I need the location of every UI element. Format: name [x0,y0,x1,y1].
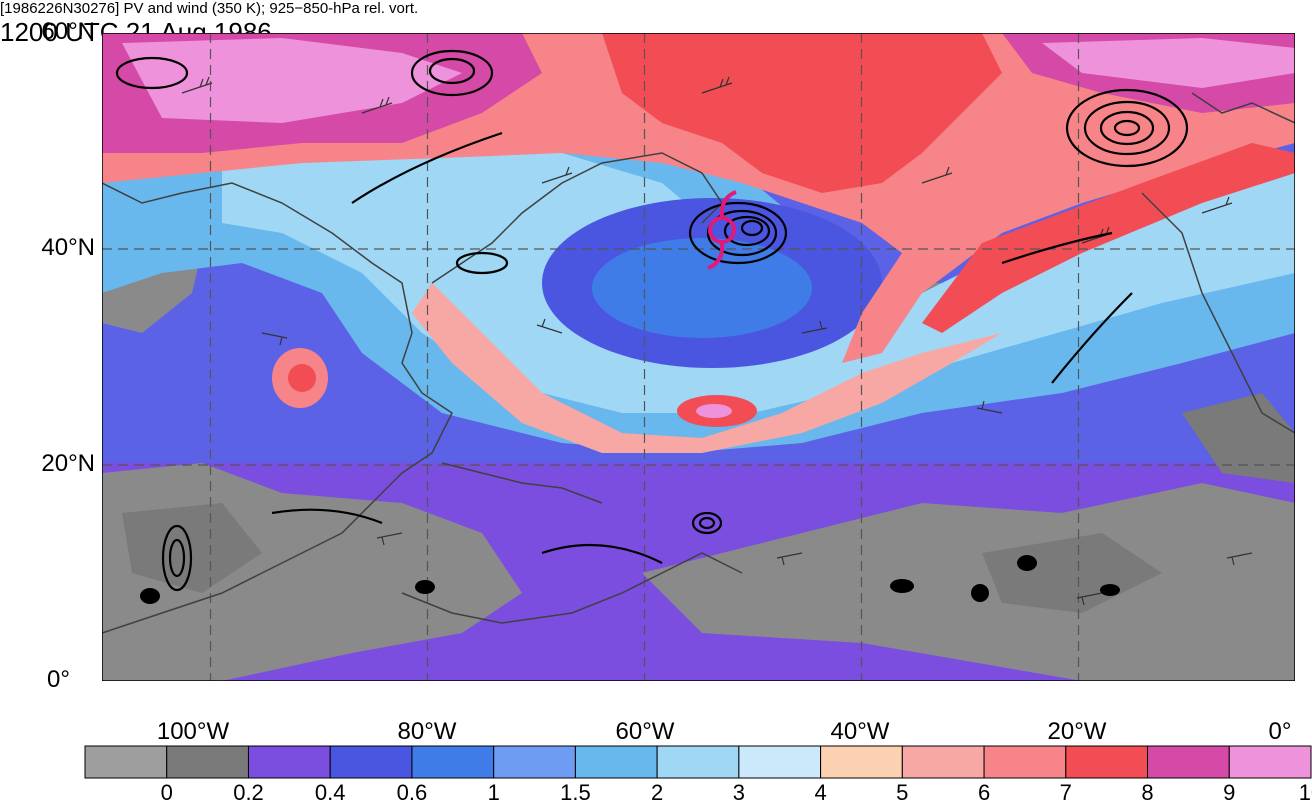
colorbar-swatch [1147,745,1230,779]
colorbar [84,745,1312,779]
lon-label-60w: 60°W [615,718,675,745]
lon-label-100w: 100°W [156,718,230,745]
colorbar-label: 2 [650,780,664,805]
colorbar-swatch [901,745,985,779]
figure-title: [1986226N30276] PV and wind (350 K); 925… [0,0,419,17]
colorbar-swatch [1065,745,1149,779]
colorbar-label: 0.6 [396,780,428,805]
colorbar-label: 0.4 [314,780,346,805]
colorbar-swatch [983,745,1067,779]
lon-label-0: 0° [1268,718,1292,745]
colorbar-swatch [1228,745,1312,779]
colorbar-swatch [738,745,822,779]
map-panel [101,32,1296,682]
lon-label-80w: 80°W [397,718,457,745]
colorbar-swatch [84,745,168,779]
colorbar-swatch [656,745,740,779]
tropical-cyclone-icon [707,190,737,270]
colorbar-label: 0.2 [233,780,264,805]
lat-label-60n: 60°N [41,18,95,45]
colorbar-label: 9 [1223,780,1236,805]
pv-gray-darker [122,393,1295,613]
colorbar-label: 0 [160,780,173,805]
lat-label-20n: 20°N [41,450,95,477]
colorbar-swatch [493,745,576,779]
colorbar-label: 10 [1298,780,1312,805]
colorbar-label: 6 [977,780,991,805]
colorbar-swatch [574,745,658,779]
colorbar-swatch [166,745,249,779]
colorbar-swatch [247,745,331,779]
pv-high-pink [122,38,1295,123]
colorbar-label: 1 [487,780,500,805]
colorbar-swatch [820,745,903,779]
colorbar-label: 5 [896,780,909,805]
lon-label-20w: 20°W [1047,718,1107,745]
colorbar-label: 7 [1059,780,1072,805]
colorbar-label: 4 [814,780,827,805]
colorbar-label: 8 [1141,780,1154,805]
colorbar-swatch [411,745,495,779]
lat-label-0: 0° [47,666,70,693]
vorticity-contours [115,49,1189,592]
colorbar-swatch [329,745,413,779]
pv-tropical-filament [412,283,1002,453]
vorticity-blobs [140,555,1120,604]
graticule [102,33,1295,681]
colorbar-label: 3 [732,780,746,805]
colorbar-label: 1.5 [560,780,591,805]
pv-high-deep-red [602,33,1295,333]
wind-barbs [181,76,1253,606]
lon-label-40w: 40°W [830,718,890,745]
map-canvas [101,32,1296,682]
lat-label-40n: 40°N [41,234,95,261]
